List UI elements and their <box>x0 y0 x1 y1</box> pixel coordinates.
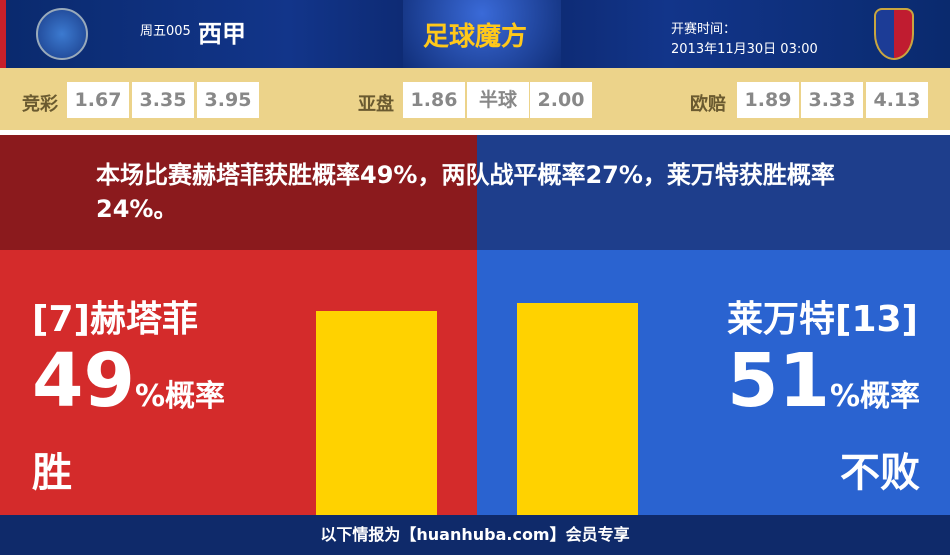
yp-label: 亚盘 <box>358 94 394 115</box>
brand-logo: 足球魔方 <box>423 22 528 52</box>
away-probability-bar <box>517 302 638 515</box>
oz-away: 4.13 <box>866 82 928 118</box>
kickoff-time: 2013年11月30日 03:00 <box>671 42 818 57</box>
home-pct: 49 <box>32 338 135 424</box>
away-name: 莱万特[13] <box>726 299 918 340</box>
jc-label: 竞彩 <box>22 94 58 115</box>
levante-logo <box>874 8 914 60</box>
home-pct-suffix: %概率 <box>134 379 226 414</box>
getafe-logo <box>36 8 88 60</box>
oz-home: 1.89 <box>737 82 799 118</box>
yp-handicap: 半球 <box>467 82 529 118</box>
jc-draw: 3.35 <box>132 82 194 118</box>
away-outcome: 不败 <box>840 450 920 496</box>
match-number: 周五005 <box>140 24 191 39</box>
oz-draw: 3.33 <box>801 82 863 118</box>
header: 周五005 西甲 足球魔方 开赛时间： 2013年11月30日 03:00 <box>0 0 950 68</box>
summary-text: 本场比赛赫塔菲获胜概率49%，两队战平概率27%，莱万特获胜概率24%。 <box>96 161 835 223</box>
yp-home: 1.86 <box>403 82 465 118</box>
kickoff-label: 开赛时间： <box>671 22 737 37</box>
home-panel: [7]赫塔菲 49%概率 胜 <box>0 250 477 515</box>
home-outcome: 胜 <box>32 450 72 496</box>
brand-panel: 足球魔方 <box>403 0 561 68</box>
league: 西甲 <box>198 20 246 48</box>
oz-label: 欧赔 <box>690 94 726 115</box>
home-percentage: 49%概率 <box>32 338 225 424</box>
odds-bar: 竞彩 1.67 3.35 3.95 亚盘 1.86 半球 2.00 欧赔 1.8… <box>0 68 950 130</box>
home-name: [7]赫塔菲 <box>32 299 198 340</box>
jc-home: 1.67 <box>67 82 129 118</box>
footer-member-notice[interactable]: 以下情报为【huanhuba.com】会员专享 <box>0 515 950 555</box>
jc-away: 3.95 <box>197 82 259 118</box>
yp-away: 2.00 <box>530 82 592 118</box>
summary-right-bg <box>477 135 950 250</box>
summary-left-bg <box>0 135 477 250</box>
away-percentage: 51%概率 <box>727 338 920 424</box>
away-panel: 莱万特[13] 51%概率 不败 <box>477 250 950 515</box>
home-probability-bar <box>316 311 437 515</box>
away-pct: 51 <box>726 338 830 424</box>
away-pct-suffix: %概率 <box>829 379 920 414</box>
